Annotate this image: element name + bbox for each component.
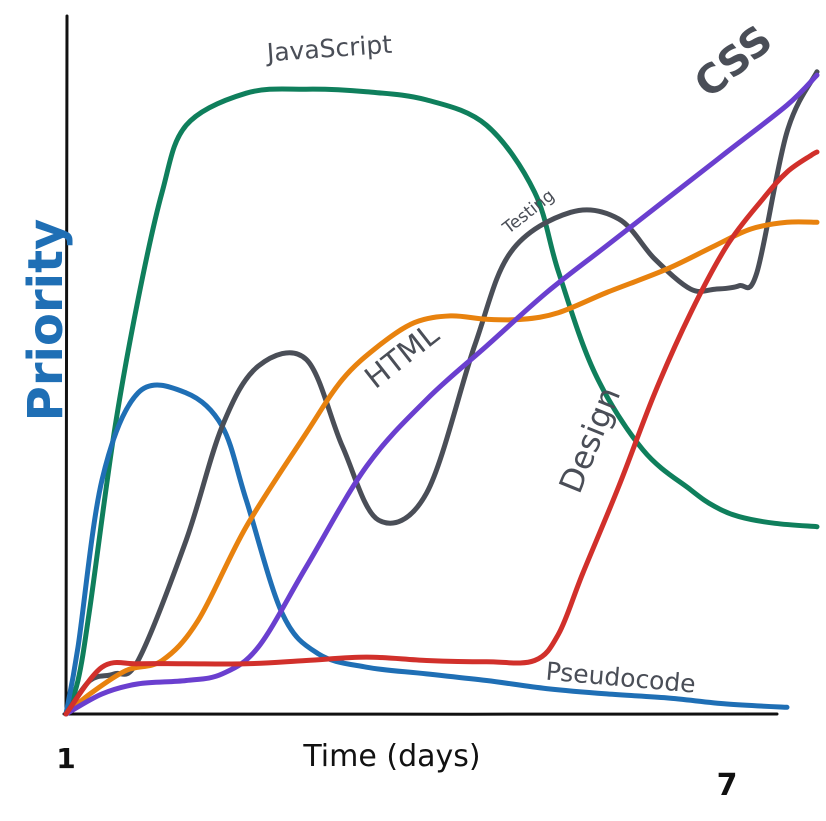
series-line-pseudocode: [63, 382, 790, 717]
series-line-design: [63, 149, 820, 717]
series-line-testing: [63, 69, 820, 717]
series-line-javascript: [63, 86, 820, 717]
x-axis-line: [62, 712, 779, 717]
label-css: CSS: [686, 17, 781, 107]
label-design: Design: [551, 382, 628, 499]
y-axis-label: Priority: [18, 219, 74, 422]
x-tick-label-end: 7: [717, 768, 738, 803]
x-axis-label: Time (days): [302, 739, 480, 774]
y-axis-line: [64, 14, 69, 714]
x-tick-label-start: 1: [56, 742, 75, 775]
series-layer: [63, 69, 820, 717]
series-line-css: [63, 72, 820, 717]
series-line-html: [63, 219, 820, 717]
label-javascript: JavaScript: [264, 30, 393, 68]
